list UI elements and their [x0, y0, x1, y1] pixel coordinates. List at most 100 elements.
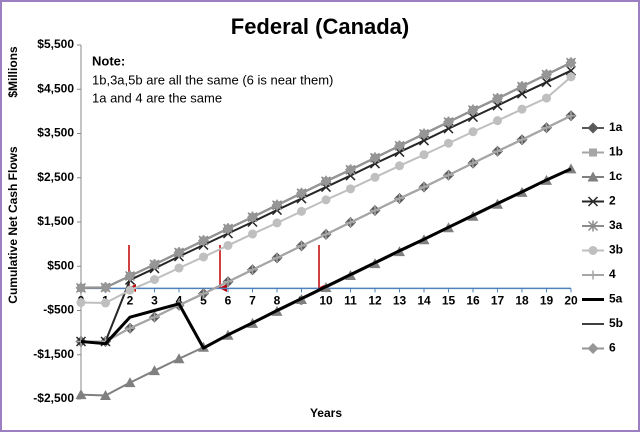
legend-label: 2 [609, 194, 616, 208]
point [444, 170, 453, 180]
point [247, 211, 258, 223]
point [394, 140, 405, 152]
legend-marker [587, 122, 599, 134]
point [467, 104, 479, 116]
point [370, 172, 380, 182]
point [369, 152, 381, 164]
legend-label: 6 [609, 341, 616, 355]
x-tick-label: 3 [151, 294, 158, 308]
series [80, 167, 572, 350]
legend-marker [587, 171, 599, 182]
legend-marker [588, 270, 598, 280]
chart-title: Federal (Canada) [231, 14, 410, 39]
series [75, 57, 577, 294]
point [492, 93, 503, 105]
point [395, 161, 404, 171]
y-tick-label: $4,500 [37, 81, 74, 95]
point [566, 111, 576, 121]
point [150, 275, 159, 285]
note: Note: [92, 53, 125, 68]
x-tick-label: 18 [515, 294, 529, 308]
point [296, 187, 307, 199]
point [542, 93, 551, 103]
y-tick-label: $2,500 [37, 170, 74, 184]
point [444, 138, 453, 148]
point [198, 235, 209, 247]
point [517, 135, 527, 145]
point [565, 57, 577, 69]
x-tick-label: 8 [274, 294, 281, 308]
point [100, 281, 111, 293]
note: 1b,3a,5b are all the same (6 is near the… [92, 72, 333, 87]
x-tick-label: 13 [393, 294, 407, 308]
point [150, 312, 159, 322]
point [199, 289, 208, 299]
x-tick-label: 12 [368, 294, 382, 308]
y-tick-label: $1,500 [37, 214, 74, 228]
point [542, 123, 551, 133]
point [516, 88, 528, 99]
point [272, 218, 282, 228]
x-tick-label: 2 [127, 294, 134, 308]
legend-label: 1b [609, 145, 623, 159]
legend-marker [587, 196, 599, 207]
point [272, 253, 282, 263]
legend-marker [587, 220, 599, 232]
point [149, 258, 160, 270]
y-tick-label: -$1,500 [33, 347, 74, 361]
point [419, 182, 429, 192]
point [124, 270, 136, 282]
note: 1a and 4 are the same [92, 90, 222, 105]
x-tick-label: 14 [417, 294, 431, 308]
legend-label: 1c [609, 169, 623, 183]
point [75, 389, 87, 400]
point [297, 206, 306, 216]
point [173, 247, 185, 259]
point [516, 81, 528, 93]
series [76, 72, 576, 308]
point [223, 277, 233, 287]
legend-marker [588, 246, 598, 255]
y-tick-label: $500 [47, 258, 74, 272]
point [418, 128, 430, 140]
y-tick-label: -$2,500 [33, 391, 74, 405]
point [541, 77, 552, 88]
point [566, 72, 576, 82]
point [346, 217, 355, 227]
y-tick-label: $3,500 [37, 126, 74, 140]
point [320, 175, 332, 187]
point [75, 282, 87, 294]
x-tick-label: 17 [491, 294, 505, 308]
point [493, 116, 502, 126]
point [345, 164, 356, 176]
legend-label: 5b [609, 316, 623, 330]
point [100, 389, 111, 400]
x-tick-label: 15 [442, 294, 456, 308]
point [223, 240, 233, 250]
point [222, 223, 234, 235]
point [125, 323, 135, 333]
point [173, 353, 185, 364]
point [101, 298, 110, 308]
x-tick-label: 5 [200, 294, 207, 308]
point [468, 158, 478, 168]
point [492, 100, 503, 111]
point [517, 104, 527, 114]
point [346, 184, 355, 194]
point [125, 285, 135, 295]
point [76, 298, 86, 308]
y-axis-title: Cumulative Net Cash Flows [6, 146, 20, 304]
point [443, 116, 454, 128]
x-tick-label: 11 [344, 294, 357, 308]
point [493, 146, 502, 156]
point [321, 229, 331, 239]
point [199, 252, 208, 262]
point [541, 69, 552, 81]
point [321, 195, 331, 205]
point [248, 229, 257, 239]
legend-label: 4 [609, 267, 616, 281]
point [248, 265, 257, 275]
legend-label: 3a [609, 218, 623, 232]
